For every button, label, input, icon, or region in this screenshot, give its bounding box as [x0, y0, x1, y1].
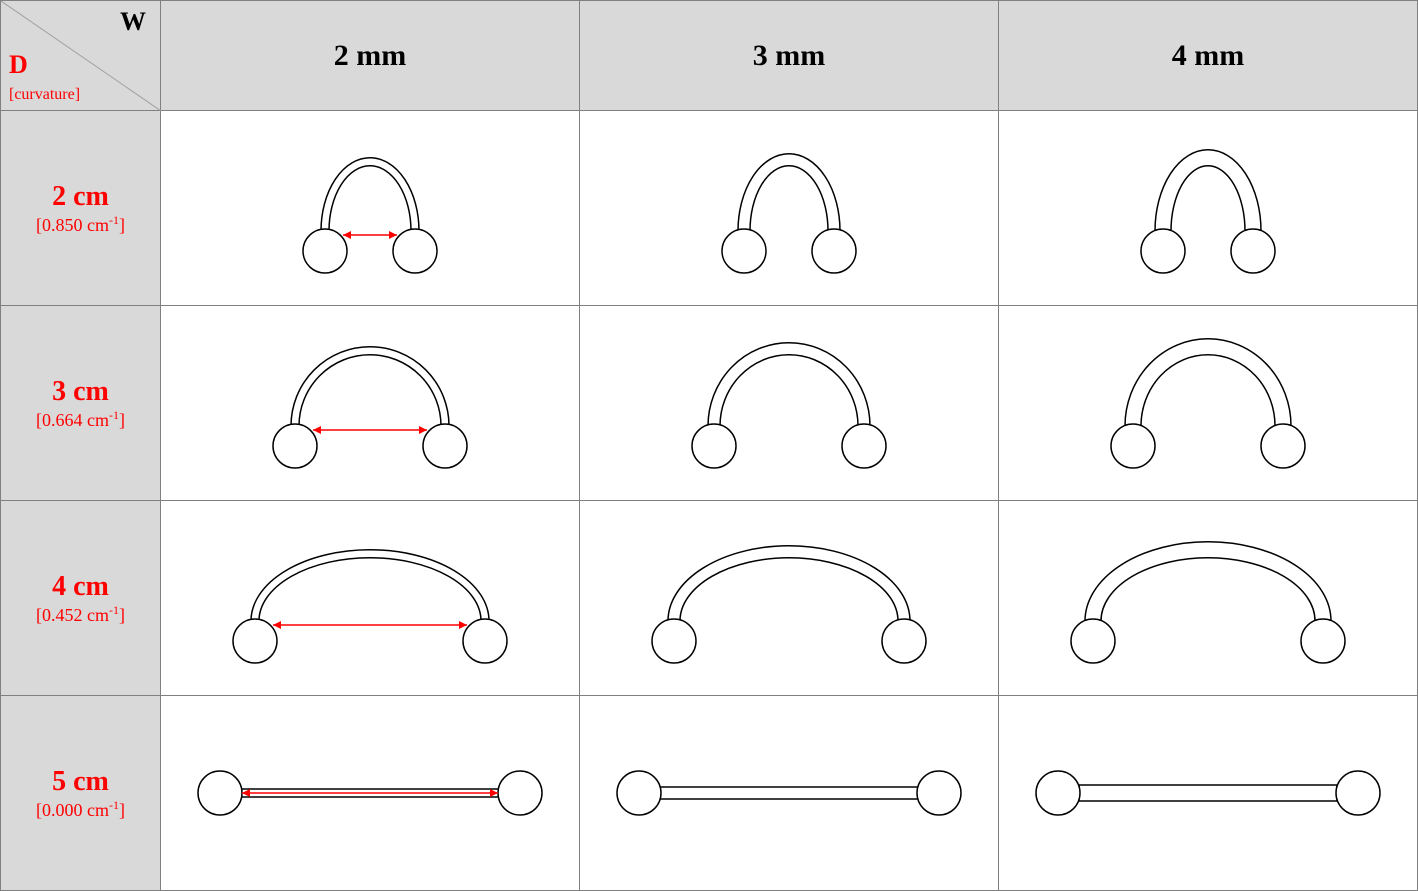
- shape-cell: [161, 111, 580, 306]
- horseshoe-svg: [170, 116, 570, 301]
- row-header: 4 cm [0.452 cm-1]: [1, 501, 161, 696]
- corner-cell: W D [curvature]: [1, 1, 161, 111]
- horseshoe-svg: [170, 701, 570, 886]
- shape-cell: [999, 501, 1418, 696]
- corner-d-label: D: [9, 50, 28, 80]
- table-row: 4 cm [0.452 cm-1]: [1, 501, 1418, 696]
- row-header: 3 cm [0.664 cm-1]: [1, 306, 161, 501]
- shape-cell: [580, 696, 999, 891]
- row-d-label: 5 cm: [1, 766, 160, 798]
- shape-cell: [580, 501, 999, 696]
- corner-curv-label: [curvature]: [9, 86, 80, 104]
- corner-w-label: W: [120, 7, 146, 37]
- shape-cell: [580, 111, 999, 306]
- horseshoe-svg: [589, 116, 989, 301]
- row-curv-label: [0.664 cm-1]: [1, 408, 160, 431]
- horseshoe-svg: [1008, 701, 1408, 886]
- row-d-label: 4 cm: [1, 571, 160, 603]
- table-row: 3 cm [0.664 cm-1]: [1, 306, 1418, 501]
- shape-cell: [999, 696, 1418, 891]
- row-curv-label: [0.000 cm-1]: [1, 798, 160, 821]
- horseshoe-svg: [1008, 116, 1408, 301]
- horseshoe-svg: [1008, 506, 1408, 691]
- horseshoe-svg: [170, 506, 570, 691]
- shape-cell: [999, 306, 1418, 501]
- row-header: 5 cm [0.000 cm-1]: [1, 696, 161, 891]
- horseshoe-svg: [589, 701, 989, 886]
- horseshoe-svg: [1008, 311, 1408, 496]
- horseshoe-svg: [589, 311, 989, 496]
- table-row: 5 cm [0.000 cm-1]: [1, 696, 1418, 891]
- row-d-label: 3 cm: [1, 376, 160, 408]
- horseshoe-svg: [170, 311, 570, 496]
- row-curv-label: [0.850 cm-1]: [1, 213, 160, 236]
- col-header: 4 mm: [999, 1, 1418, 111]
- row-header: 2 cm [0.850 cm-1]: [1, 111, 161, 306]
- col-header: 3 mm: [580, 1, 999, 111]
- table-row: 2 cm [0.850 cm-1]: [1, 111, 1418, 306]
- shape-cell: [580, 306, 999, 501]
- horseshoe-svg: [589, 506, 989, 691]
- shape-cell: [161, 501, 580, 696]
- shape-cell: [999, 111, 1418, 306]
- shape-cell: [161, 696, 580, 891]
- row-d-label: 2 cm: [1, 181, 160, 213]
- col-header: 2 mm: [161, 1, 580, 111]
- header-row: W D [curvature] 2 mm 3 mm 4 mm: [1, 1, 1418, 111]
- shape-cell: [161, 306, 580, 501]
- horseshoe-table: W D [curvature] 2 mm 3 mm 4 mm 2 cm [0.8…: [0, 0, 1418, 891]
- row-curv-label: [0.452 cm-1]: [1, 603, 160, 626]
